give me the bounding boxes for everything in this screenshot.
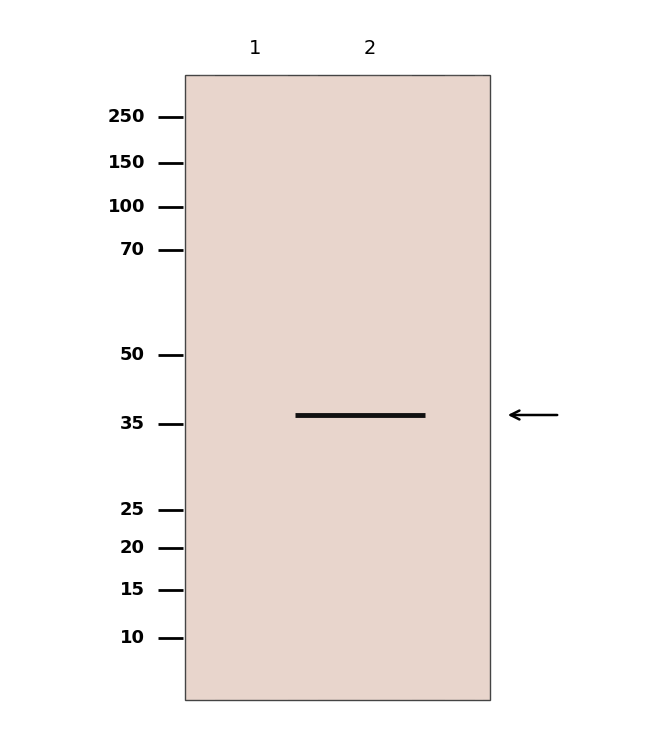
Text: 25: 25 xyxy=(120,501,145,519)
Text: 15: 15 xyxy=(120,581,145,599)
Bar xyxy=(400,75,412,700)
Bar xyxy=(360,75,380,700)
Text: 250: 250 xyxy=(107,108,145,126)
Bar xyxy=(310,75,318,700)
Text: 100: 100 xyxy=(107,198,145,216)
Bar xyxy=(200,75,215,700)
Text: 2: 2 xyxy=(364,39,376,58)
Bar xyxy=(230,75,240,700)
Text: 70: 70 xyxy=(120,241,145,259)
Bar xyxy=(475,75,483,700)
Text: 20: 20 xyxy=(120,539,145,557)
Text: 35: 35 xyxy=(120,415,145,433)
Bar xyxy=(270,75,288,700)
Text: 150: 150 xyxy=(107,154,145,172)
Text: 1: 1 xyxy=(249,39,261,58)
Bar xyxy=(185,75,490,700)
Text: 10: 10 xyxy=(120,629,145,647)
Bar xyxy=(445,75,460,700)
Text: 50: 50 xyxy=(120,346,145,364)
